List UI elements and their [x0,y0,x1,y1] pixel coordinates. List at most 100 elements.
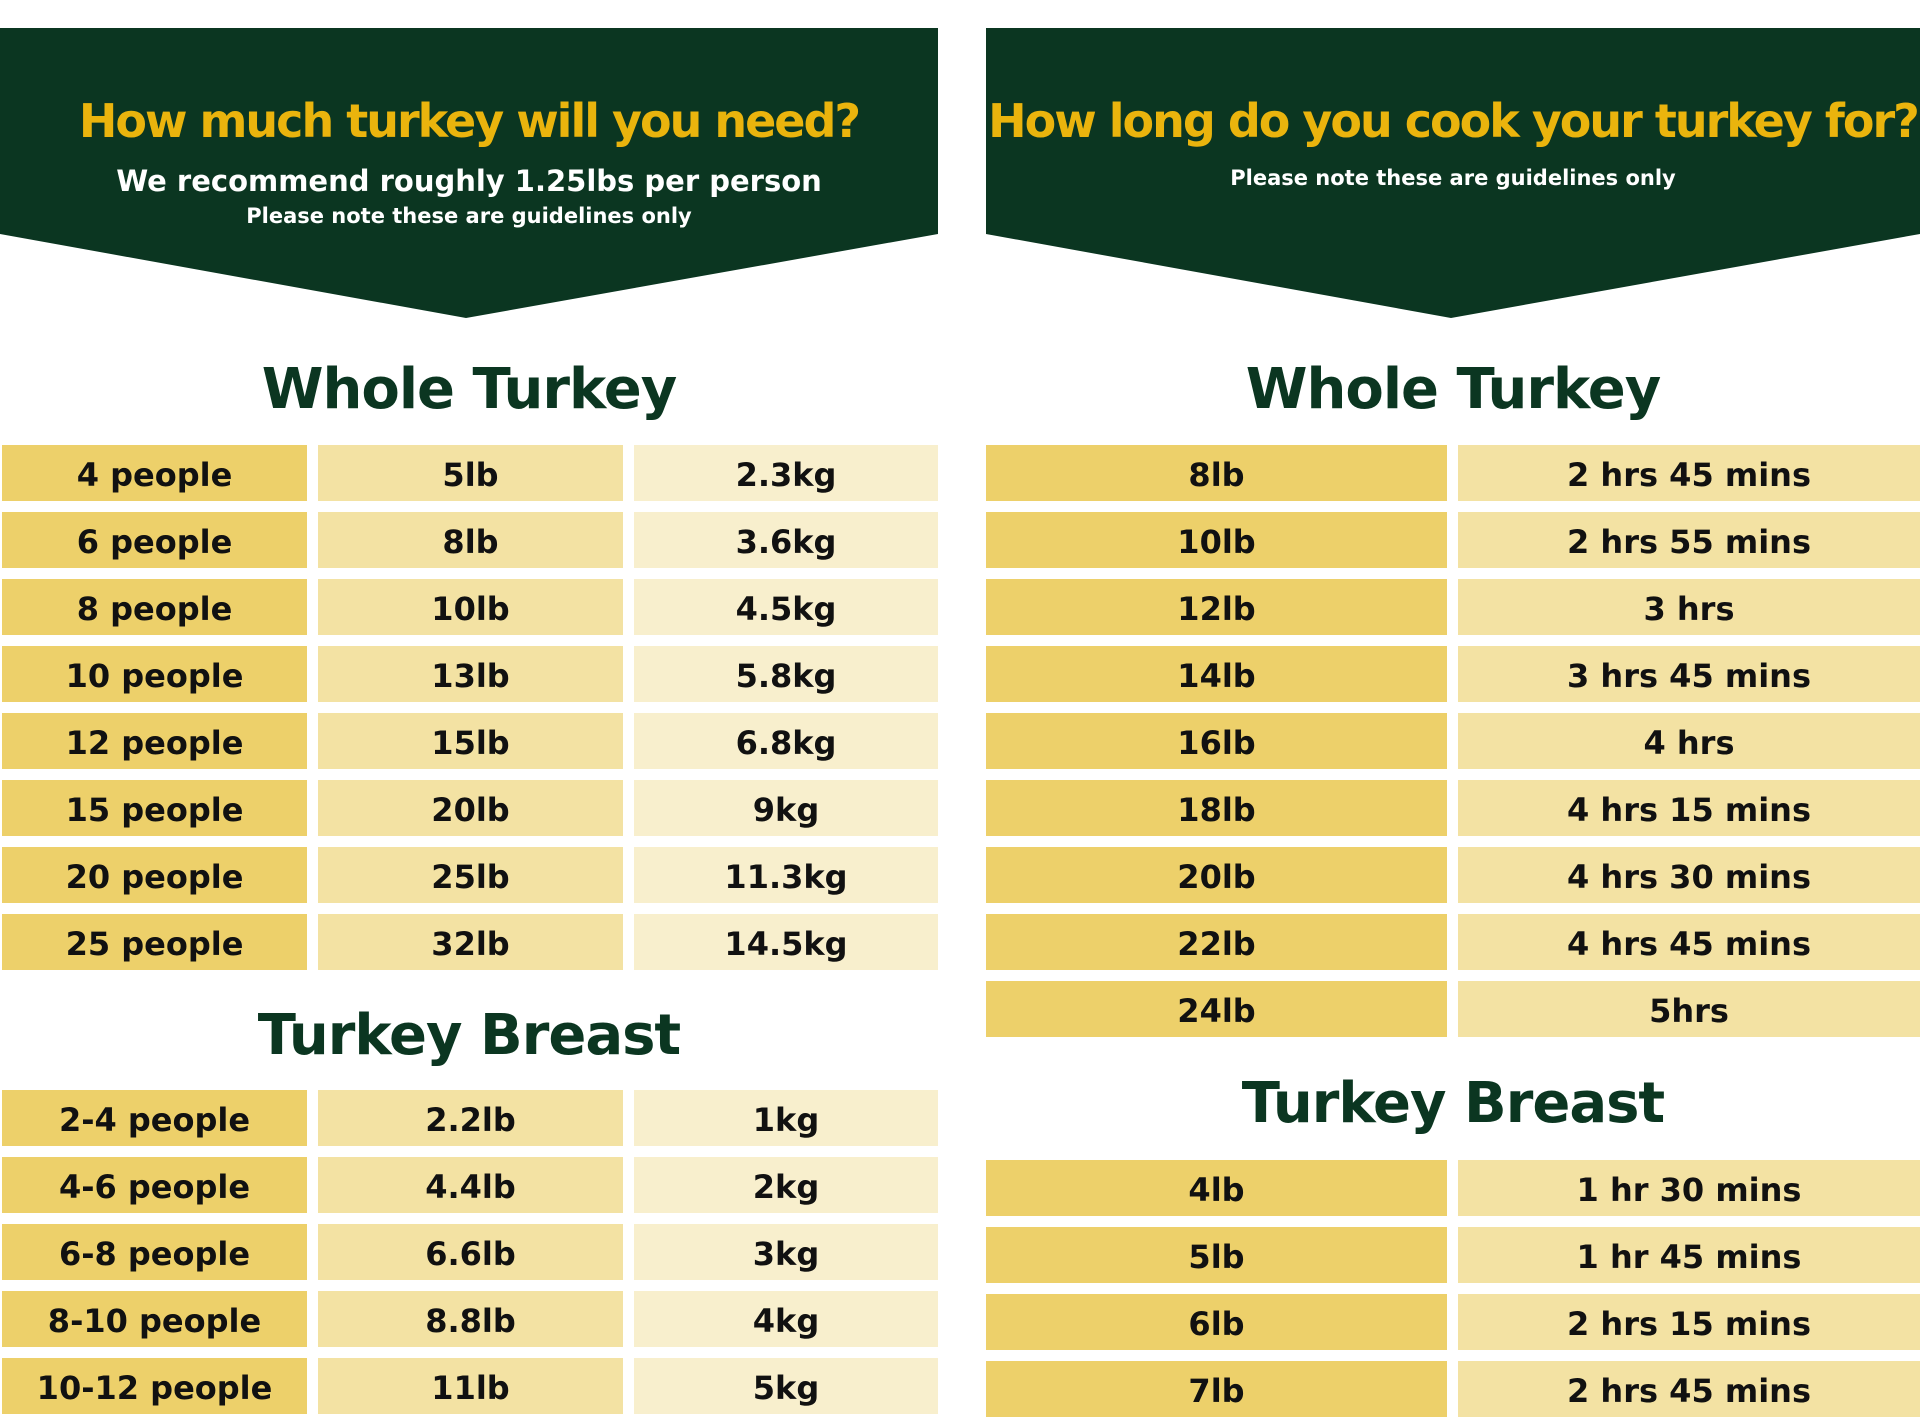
kilograms-cell: 14.5kg [634,914,938,970]
kilograms-cell: 6.8kg [634,713,938,769]
table-row: 16lb 4 hrs [986,713,1920,769]
servings-banner-subtitle: We recommend roughly 1.25lbs per person [116,164,822,198]
weight-cell: 6lb [986,1294,1447,1350]
cooking-whole-turkey-heading: Whole Turkey [1245,357,1662,422]
weight-cell: 14lb [986,646,1447,702]
table-row: 7lb 2 hrs 45 mins [986,1361,1920,1417]
pounds-cell: 5lb [318,445,623,501]
table-row: 5lb 1 hr 45 mins [986,1227,1920,1283]
weight-cell: 16lb [986,713,1447,769]
cooking-time-cell: 2 hrs 15 mins [1458,1294,1920,1350]
kilograms-cell: 4kg [634,1291,938,1347]
weight-cell: 18lb [986,780,1447,836]
table-row: 12lb 3 hrs [986,579,1920,635]
table-row: 8lb 2 hrs 45 mins [986,445,1920,501]
table-row: 8-10 people 8.8lb 4kg [0,1291,938,1347]
cooking-time-cell: 4 hrs [1458,713,1920,769]
kilograms-cell: 5.8kg [634,646,938,702]
cooking-turkey-breast-heading: Turkey Breast [1241,1071,1665,1136]
table-row: 14lb 3 hrs 45 mins [986,646,1920,702]
weight-cell: 10lb [986,512,1447,568]
banner-shape [986,28,1920,318]
weight-cell: 12lb [986,579,1447,635]
pounds-cell: 15lb [318,713,623,769]
kilograms-cell: 5kg [634,1358,938,1414]
pounds-cell: 11lb [318,1358,623,1414]
weight-cell: 22lb [986,914,1447,970]
people-cell: 2-4 people [2,1090,307,1146]
servings-turkey-breast-heading: Turkey Breast [257,1003,681,1068]
people-cell: 6 people [2,512,307,568]
banner-shape [0,28,938,318]
pounds-cell: 25lb [318,847,623,903]
table-row: 10lb 2 hrs 55 mins [986,512,1920,568]
servings-whole-turkey-heading: Whole Turkey [261,357,678,422]
kilograms-cell: 3.6kg [634,512,938,568]
cooking-time-cell: 5hrs [1458,981,1920,1037]
cooking-time-cell: 4 hrs 15 mins [1458,780,1920,836]
table-row: 20lb 4 hrs 30 mins [986,847,1920,903]
kilograms-cell: 3kg [634,1224,938,1280]
kilograms-cell: 9kg [634,780,938,836]
pounds-cell: 6.6lb [318,1224,623,1280]
table-row: 4 people 5lb 2.3kg [0,445,938,501]
table-row: 10-12 people 11lb 5kg [0,1358,938,1414]
people-cell: 10-12 people [2,1358,307,1414]
table-row: 8 people 10lb 4.5kg [0,579,938,635]
servings-banner-note: Please note these are guidelines only [246,204,692,228]
servings-banner-title: How much turkey will you need? [78,94,861,148]
cooking-time-cell: 1 hr 45 mins [1458,1227,1920,1283]
table-row: 24lb 5hrs [986,981,1920,1037]
pounds-cell: 8lb [318,512,623,568]
people-cell: 4 people [2,445,307,501]
people-cell: 25 people [2,914,307,970]
weight-cell: 20lb [986,847,1447,903]
people-cell: 8 people [2,579,307,635]
pounds-cell: 8.8lb [318,1291,623,1347]
kilograms-cell: 2.3kg [634,445,938,501]
table-row: 25 people 32lb 14.5kg [0,914,938,970]
cooking-time-banner-title: How long do you cook your turkey for? [988,94,1920,148]
table-row: 12 people 15lb 6.8kg [0,713,938,769]
cooking-time-cell: 1 hr 30 mins [1458,1160,1920,1216]
people-cell: 20 people [2,847,307,903]
weight-cell: 7lb [986,1361,1447,1417]
kilograms-cell: 1kg [634,1090,938,1146]
cooking-time-cell: 3 hrs 45 mins [1458,646,1920,702]
people-cell: 10 people [2,646,307,702]
people-cell: 15 people [2,780,307,836]
people-cell: 6-8 people [2,1224,307,1280]
pounds-cell: 4.4lb [318,1157,623,1213]
table-row: 6lb 2 hrs 15 mins [986,1294,1920,1350]
table-row: 22lb 4 hrs 45 mins [986,914,1920,970]
table-row: 6-8 people 6.6lb 3kg [0,1224,938,1280]
table-row: 2-4 people 2.2lb 1kg [0,1090,938,1146]
cooking-time-cell: 4 hrs 30 mins [1458,847,1920,903]
weight-cell: 8lb [986,445,1447,501]
table-row: 10 people 13lb 5.8kg [0,646,938,702]
table-row: 4lb 1 hr 30 mins [986,1160,1920,1216]
pounds-cell: 13lb [318,646,623,702]
pounds-cell: 10lb [318,579,623,635]
cooking-time-banner-note: Please note these are guidelines only [1230,166,1676,190]
cooking-time-cell: 4 hrs 45 mins [1458,914,1920,970]
table-row: 18lb 4 hrs 15 mins [986,780,1920,836]
kilograms-cell: 4.5kg [634,579,938,635]
pounds-cell: 2.2lb [318,1090,623,1146]
cooking-time-banner: How long do you cook your turkey for? Pl… [986,28,1920,318]
weight-cell: 5lb [986,1227,1447,1283]
people-cell: 12 people [2,713,307,769]
cooking-time-cell: 2 hrs 55 mins [1458,512,1920,568]
servings-banner: How much turkey will you need? We recomm… [0,28,938,318]
kilograms-cell: 11.3kg [634,847,938,903]
table-row: 20 people 25lb 11.3kg [0,847,938,903]
people-cell: 4-6 people [2,1157,307,1213]
pounds-cell: 20lb [318,780,623,836]
table-row: 15 people 20lb 9kg [0,780,938,836]
table-row: 4-6 people 4.4lb 2kg [0,1157,938,1213]
pounds-cell: 32lb [318,914,623,970]
table-row: 6 people 8lb 3.6kg [0,512,938,568]
people-cell: 8-10 people [2,1291,307,1347]
weight-cell: 4lb [986,1160,1447,1216]
cooking-time-cell: 2 hrs 45 mins [1458,1361,1920,1417]
